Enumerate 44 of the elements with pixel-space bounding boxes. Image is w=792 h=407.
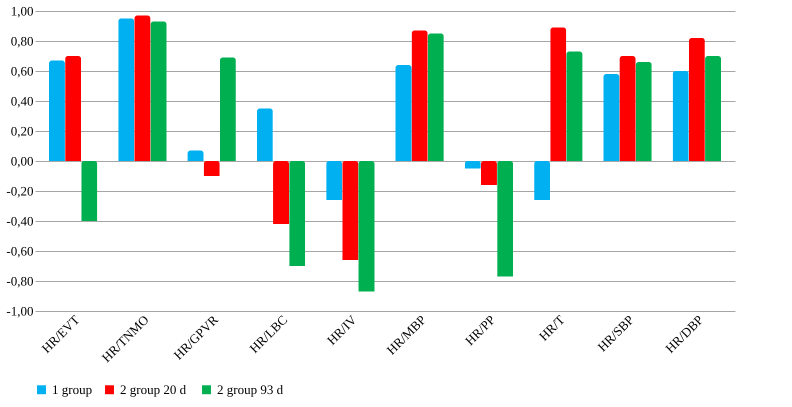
bar bbox=[480, 161, 497, 185]
bar bbox=[566, 52, 582, 161]
bar bbox=[636, 62, 652, 161]
bar bbox=[358, 161, 375, 292]
bar bbox=[620, 56, 636, 161]
y-tick-label: 0,20 bbox=[10, 124, 34, 138]
bar bbox=[48, 60, 65, 161]
bar bbox=[65, 56, 82, 161]
y-tick-label: 1,00 bbox=[10, 4, 34, 18]
bar bbox=[256, 108, 273, 161]
bar bbox=[464, 161, 481, 168]
bar bbox=[118, 18, 134, 161]
bar bbox=[204, 161, 220, 176]
y-tick-label: -0,80 bbox=[6, 274, 34, 288]
bar bbox=[188, 150, 204, 161]
y-tick-label: -0,40 bbox=[6, 214, 34, 228]
bar bbox=[550, 28, 566, 161]
bar bbox=[342, 161, 358, 260]
bar bbox=[672, 71, 689, 161]
legend-label: 2 group 93 d bbox=[217, 382, 284, 397]
bar bbox=[412, 30, 428, 161]
y-tick-label: 0,60 bbox=[10, 64, 34, 78]
bar bbox=[273, 161, 290, 224]
y-tick-label: -0,20 bbox=[6, 184, 34, 198]
y-tick-label: 0,80 bbox=[10, 34, 34, 48]
bar bbox=[428, 34, 444, 161]
bar bbox=[603, 74, 620, 161]
y-tick-label: 0,40 bbox=[10, 94, 34, 108]
bar bbox=[688, 38, 705, 161]
bar bbox=[705, 56, 722, 161]
bar bbox=[289, 161, 306, 266]
bar bbox=[497, 161, 514, 276]
bar bbox=[395, 65, 412, 161]
y-tick-label: 0,00 bbox=[10, 154, 34, 168]
bar bbox=[81, 161, 98, 221]
legend-label: 2 group 20 d bbox=[120, 382, 187, 397]
bar bbox=[134, 16, 150, 161]
bar bbox=[150, 22, 167, 161]
bar bbox=[220, 58, 236, 161]
legend-label: 1 group bbox=[52, 382, 92, 397]
y-tick-label: -1,00 bbox=[6, 304, 34, 318]
y-tick-label: -0,60 bbox=[6, 244, 34, 258]
bar bbox=[534, 161, 550, 200]
bar bbox=[326, 161, 342, 200]
